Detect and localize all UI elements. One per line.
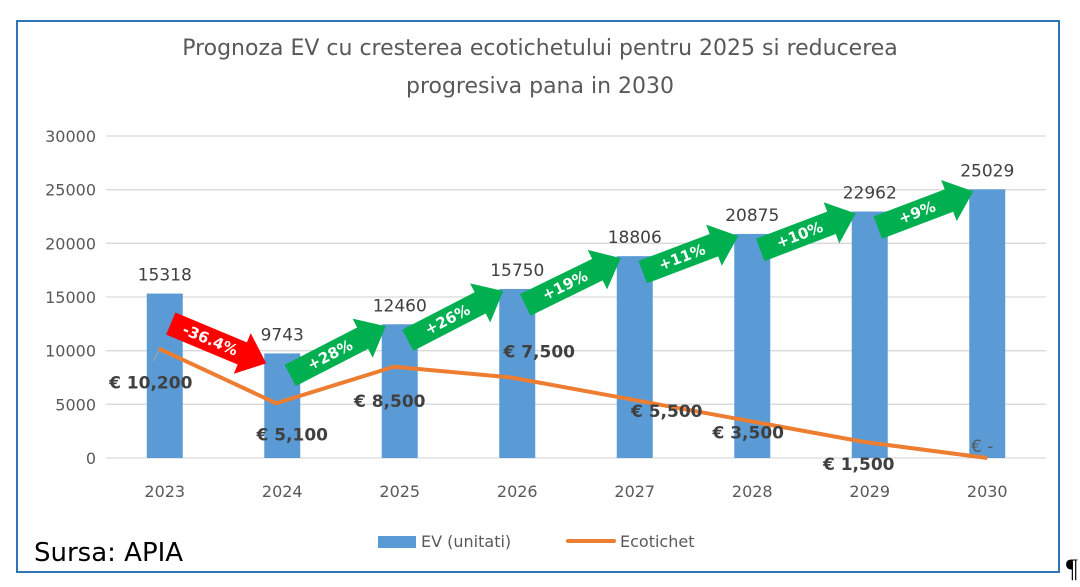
ecotichet-value-label: € 8,500 <box>353 392 426 412</box>
x-tick-label: 2029 <box>849 482 890 501</box>
legend: EV (unitati) Ecotichet <box>378 532 694 551</box>
bar-value-label: 22962 <box>843 184 897 204</box>
growth-arrow: +11% <box>638 224 739 284</box>
x-tick-label: 2025 <box>379 482 420 501</box>
source-note: Sursa: APIA <box>34 538 183 568</box>
bar-labels: 15318 9743 12460 15750 18806 20875 22962 25029 <box>138 161 1015 345</box>
bar-value-label: 12460 <box>373 296 427 316</box>
y-tick-label: 5000 <box>55 395 96 414</box>
y-tick-label: 15000 <box>45 288 96 307</box>
growth-arrow: +19% <box>519 249 621 316</box>
chart-title-line-1: Prognoza EV cu cresterea ecotichetului p… <box>182 36 898 61</box>
line-series <box>153 346 988 460</box>
x-tick-label: 2026 <box>497 482 538 501</box>
y-tick-label: 20000 <box>45 234 96 253</box>
growth-arrow: +10% <box>755 202 856 262</box>
x-tick-label: 2023 <box>144 482 185 501</box>
x-tick-label: 2030 <box>967 482 1008 501</box>
arrow-shape <box>519 249 621 316</box>
x-tick-label: 2027 <box>614 482 655 501</box>
bar-2030 <box>969 189 1006 458</box>
bar-2029 <box>851 211 888 458</box>
y-tick-label: 30000 <box>45 127 96 146</box>
bar-value-label: 15750 <box>490 261 544 281</box>
ecotichet-value-label: € 10,200 <box>108 374 193 394</box>
legend-swatch-ev <box>378 536 416 548</box>
ecotichet-value-label: € 3,500 <box>711 423 784 443</box>
bar-value-label: 15318 <box>138 266 192 286</box>
gridlines <box>106 135 1046 459</box>
bar-2027 <box>616 256 653 458</box>
y-tick-label: 0 <box>86 449 96 468</box>
arrow-shape <box>755 202 856 262</box>
ecotichet-value-label: € 5,500 <box>630 402 703 422</box>
bar-value-label: 9743 <box>261 325 304 345</box>
bar-value-label: 18806 <box>608 228 662 248</box>
ecotichet-labels: € 10,200 € 5,100 € 8,500 € 7,500 € 5,500 € 3,… <box>108 343 993 475</box>
arrow-shape <box>638 224 739 284</box>
arrow-percent-label: -36.4% <box>180 321 241 360</box>
chart-title-line-2: progresiva pana in 2030 <box>406 74 674 99</box>
paragraph-mark: ¶ <box>1066 554 1078 583</box>
x-axis-ticks: 2023 2024 2025 2026 2027 2028 2029 2030 <box>144 482 1007 501</box>
bar-2026 <box>499 288 536 458</box>
arrow-shape <box>166 312 267 374</box>
y-tick-label: 10000 <box>45 342 96 361</box>
arrow-shape <box>402 283 504 351</box>
bar-series <box>146 189 1006 458</box>
growth-arrow: +9% <box>873 179 974 239</box>
ecotichet-line <box>157 346 988 460</box>
ecotichet-value-label: € 7,500 <box>502 343 575 363</box>
arrow-shape <box>284 318 386 387</box>
x-tick-label: 2024 <box>262 482 303 501</box>
x-tick-label: 2028 <box>732 482 773 501</box>
ecotichet-value-label: € 5,100 <box>255 425 328 445</box>
bar-value-label: 20875 <box>725 206 779 226</box>
y-tick-label: 25000 <box>45 181 96 200</box>
y-axis-ticks: 0 5000 10000 15000 20000 25000 30000 <box>45 127 96 468</box>
ecotichet-value-label: € - <box>971 437 993 457</box>
ecotichet-value-label: € 1,500 <box>822 455 895 475</box>
bar-value-label: 25029 <box>960 161 1014 181</box>
legend-label-ecotichet: Ecotichet <box>620 532 694 551</box>
arrow-shape <box>873 179 974 239</box>
legend-label-ev: EV (unitati) <box>421 532 511 551</box>
label-leader-line <box>153 350 160 361</box>
